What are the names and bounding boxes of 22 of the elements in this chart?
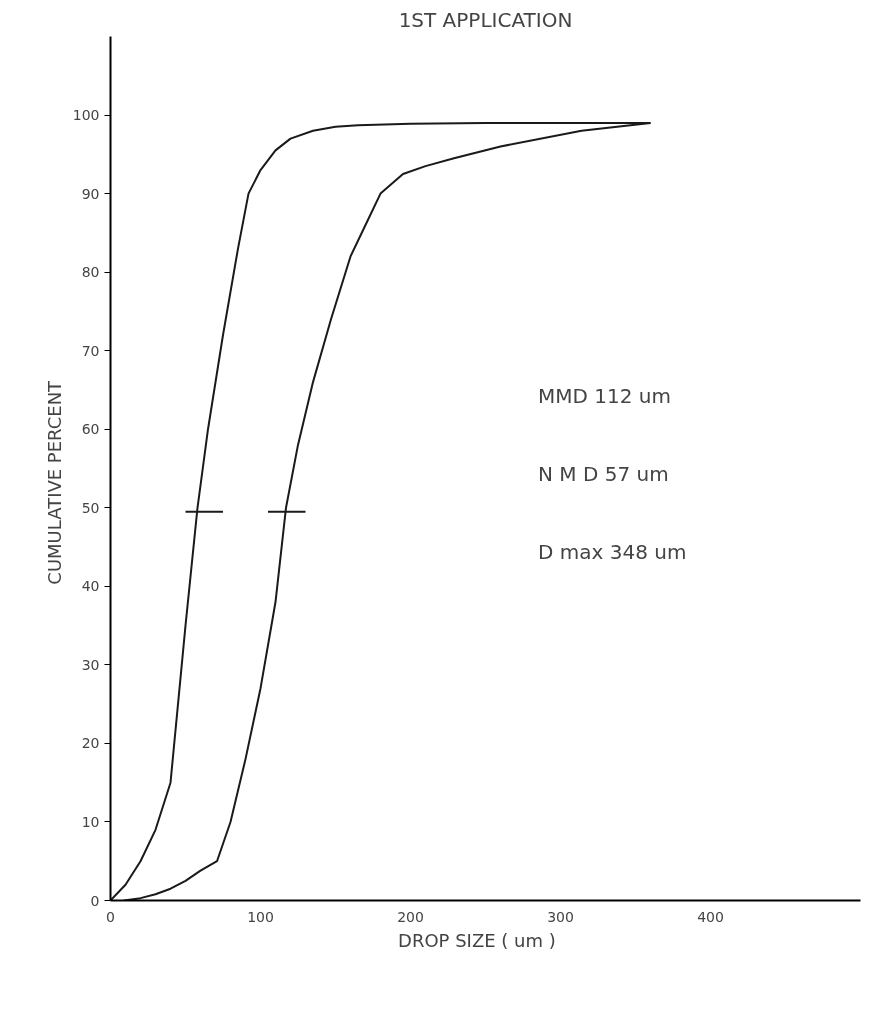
y-tick-label: 10 [81,813,100,830]
annotation: N M D 57 um [538,461,669,486]
y-tick-label: 100 [72,107,100,124]
chart-title: 1ST APPLICATION [398,7,573,32]
y-tick-label: 0 [90,892,100,909]
x-tick-label: 100 [247,908,274,925]
y-tick-label: 50 [81,499,100,516]
y-tick-label: 80 [81,264,100,281]
y-axis-title: CUMULATIVE PERCENT [43,379,65,585]
annotation: MMD 112 um [538,384,671,409]
y-tick-label: 40 [81,578,100,595]
y-tick-label: 70 [81,342,100,359]
x-axis-title: DROP SIZE ( um ) [398,929,556,951]
x-tick-label: 400 [697,908,724,925]
y-tick-label: 30 [81,656,100,673]
x-tick-label: 300 [547,908,574,925]
x-tick-label: 0 [106,908,115,925]
x-tick-label: 200 [397,908,424,925]
annotation: D max 348 um [538,539,687,564]
y-tick-label: 60 [81,421,100,438]
y-tick-label: 20 [81,735,100,752]
y-tick-label: 90 [81,185,100,202]
